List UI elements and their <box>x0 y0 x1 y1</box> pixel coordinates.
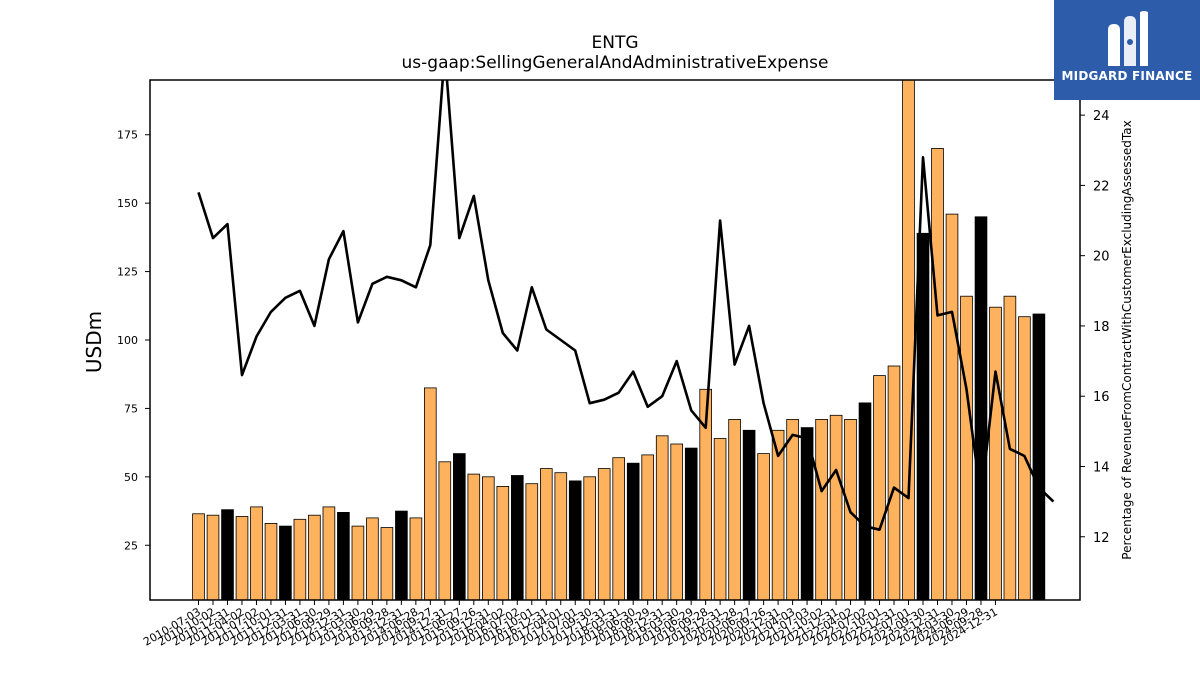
bar <box>540 468 553 600</box>
bar <box>250 506 263 600</box>
bar <box>612 457 625 600</box>
bar <box>235 516 249 600</box>
bar <box>568 480 582 600</box>
y2-tick-label: 24 <box>1093 109 1110 124</box>
bar <box>626 462 640 600</box>
x-axis-ticks: 2010-07-032010-10-022010-12-312011-04-02… <box>141 600 1000 649</box>
bar <box>974 216 988 600</box>
bar <box>380 527 394 600</box>
bar <box>423 387 437 600</box>
chart-subtitle: us-gaap:SellingGeneralAndAdministrativeE… <box>402 53 829 73</box>
bar <box>525 483 539 600</box>
y-axis-label: USDm <box>82 311 106 373</box>
logo-mark-icon <box>1108 11 1148 66</box>
bar <box>815 418 828 600</box>
bar <box>1032 313 1046 600</box>
bar <box>916 232 930 600</box>
logo-text: MIDGARD FINANCE <box>1061 69 1193 83</box>
bar <box>960 295 973 600</box>
y2-tick-label: 12 <box>1093 531 1110 546</box>
bar <box>510 475 524 600</box>
bar <box>945 213 959 600</box>
bar <box>742 429 756 600</box>
brand-logo: MIDGARD FINANCE <box>1054 0 1200 100</box>
y-axis-ticks: 25 50 75 100 125 150 175 <box>117 129 150 552</box>
y-tick-label: 150 <box>117 197 138 210</box>
bar <box>192 513 205 600</box>
y2-axis-label: Percentage of RevenueFromContractWithCus… <box>1120 120 1134 559</box>
y-tick-label: 25 <box>124 539 138 552</box>
y2-tick-label: 22 <box>1093 179 1110 194</box>
y-tick-label: 50 <box>124 471 138 484</box>
bar <box>786 418 799 600</box>
bar <box>597 468 611 600</box>
bar <box>467 473 481 600</box>
y2-tick-label: 18 <box>1093 320 1110 335</box>
bar <box>583 476 596 600</box>
series-line <box>197 80 1055 532</box>
bar <box>279 525 292 600</box>
y-tick-label: 75 <box>124 402 138 415</box>
bar <box>337 512 350 600</box>
bar <box>641 454 654 600</box>
bar <box>684 447 698 600</box>
bar <box>221 509 234 600</box>
bar <box>264 523 278 600</box>
y2-axis-ticks: 12 14 16 18 20 22 24 <box>1080 109 1110 546</box>
bar <box>713 438 727 600</box>
y2-tick-label: 16 <box>1093 390 1110 405</box>
bar <box>409 517 423 600</box>
bar <box>655 435 669 600</box>
y-tick-label: 175 <box>117 129 138 142</box>
y-tick-label: 100 <box>117 334 138 347</box>
bar <box>366 517 379 600</box>
bar <box>293 518 307 600</box>
bar <box>757 453 770 600</box>
bars <box>192 80 1046 600</box>
bar <box>670 443 683 600</box>
line-layer <box>197 80 1055 532</box>
bar <box>989 306 1002 600</box>
bar <box>438 461 452 600</box>
bar <box>206 514 220 600</box>
bar <box>308 514 321 600</box>
bar <box>452 453 466 600</box>
bar <box>887 365 901 600</box>
bar <box>351 525 365 600</box>
bar <box>902 80 915 600</box>
bar <box>395 510 408 600</box>
bar <box>322 506 336 600</box>
chart-title: ENTG <box>591 33 638 53</box>
y-tick-label: 125 <box>117 266 138 279</box>
bar <box>481 476 495 600</box>
bar <box>554 472 568 600</box>
bar <box>931 147 944 600</box>
bar <box>728 418 741 600</box>
y2-tick-label: 20 <box>1093 250 1110 265</box>
bar <box>496 485 510 600</box>
bar <box>800 427 814 600</box>
bar <box>873 375 886 600</box>
bar <box>829 414 843 600</box>
y2-tick-label: 14 <box>1093 460 1110 475</box>
bar <box>858 402 872 600</box>
